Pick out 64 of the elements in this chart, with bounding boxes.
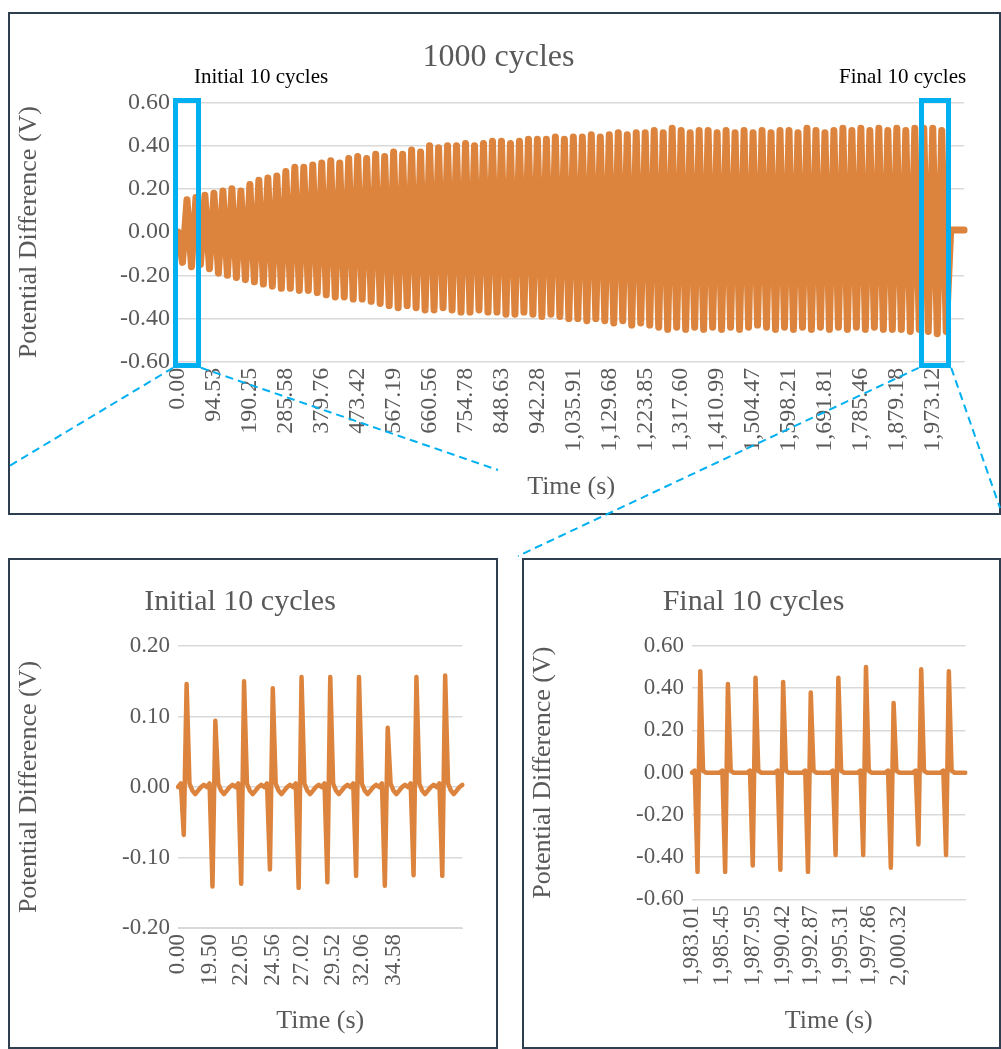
x-tick-label: 1,785.46 — [846, 367, 873, 452]
y-tick-label: 0.00 — [129, 773, 170, 799]
x-tick-label: 19.50 — [195, 934, 221, 986]
chart-title: Initial 10 cycles — [144, 582, 336, 616]
x-axis-title: Time (s) — [784, 1005, 873, 1035]
x-tick-label: 1,879.18 — [882, 367, 909, 452]
y-tick-label: 0.20 — [128, 174, 170, 201]
x-tick-label: 1,035.91 — [558, 367, 585, 452]
y-tick-label: 0.20 — [643, 716, 684, 742]
y-tick-label: 0.60 — [643, 632, 684, 658]
y-tick-label: 0.00 — [128, 217, 170, 244]
x-tick-label: 942.28 — [522, 367, 549, 434]
x-tick-label: 94.53 — [199, 367, 226, 422]
y-tick-label: -0.20 — [120, 260, 170, 287]
x-tick-label: 1,995.31 — [827, 905, 853, 986]
x-tick-label: 1,598.21 — [774, 367, 801, 452]
x-tick-label: 1,997.86 — [854, 905, 880, 986]
x-tick-label: 754.78 — [450, 367, 477, 434]
y-tick-label: -0.20 — [636, 800, 684, 826]
y-tick-label: -0.10 — [122, 843, 170, 869]
x-tick-label: 1,410.99 — [702, 367, 729, 452]
x-tick-label: 1,987.95 — [738, 905, 764, 986]
x-tick-label: 34.58 — [379, 934, 405, 986]
y-tick-label: 0.20 — [129, 632, 170, 658]
x-tick-label: 1,504.47 — [738, 367, 765, 452]
x-tick-label: 1,973.12 — [918, 367, 945, 452]
y-tick-label: 0.00 — [643, 758, 684, 784]
x-tick-label: 1,985.45 — [708, 905, 734, 986]
chart-title: 1000 cycles — [422, 36, 575, 73]
y-tick-label: 0.40 — [128, 130, 170, 157]
x-tick-label: 660.56 — [414, 367, 441, 434]
chart-title: Final 10 cycles — [662, 582, 845, 616]
x-tick-label: 1,223.85 — [630, 367, 657, 452]
y-axis-title: Potential Difference (V) — [13, 106, 43, 359]
x-tick-label: 29.52 — [319, 934, 345, 986]
y-tick-label: -0.40 — [120, 303, 170, 330]
y-tick-label: -0.20 — [122, 914, 170, 940]
y-axis-title: Potential Difference (V) — [13, 660, 43, 914]
x-tick-label: 1,990.42 — [769, 905, 795, 986]
x-tick-label: 24.56 — [258, 934, 284, 986]
x-tick-label: 848.63 — [486, 367, 513, 434]
x-axis-title: Time (s) — [527, 471, 616, 501]
x-axis-title: Time (s) — [276, 1005, 365, 1035]
x-tick-label: 190.25 — [235, 367, 262, 434]
text: Final 10 cycles — [839, 63, 967, 88]
x-tick-label: 567.19 — [378, 367, 405, 434]
x-tick-label: 1,691.81 — [810, 367, 837, 452]
x-tick-label: 285.58 — [271, 367, 298, 434]
x-tick-label: 27.02 — [287, 934, 313, 986]
y-tick-label: 0.60 — [128, 87, 170, 114]
text: Initial 10 cycles — [194, 63, 329, 88]
x-tick-label: 473.42 — [343, 367, 369, 434]
y-tick-label: 0.10 — [129, 702, 170, 728]
y-axis-title: Potential Difference (V) — [527, 646, 557, 899]
x-tick-label: 32.06 — [347, 934, 373, 986]
x-tick-label: 1,129.68 — [594, 367, 621, 452]
x-tick-label: 22.05 — [227, 934, 253, 986]
x-tick-label: 2,000.32 — [885, 905, 911, 986]
y-tick-label: -0.40 — [636, 843, 684, 869]
y-tick-label: 0.40 — [643, 674, 684, 700]
x-tick-label: 379.76 — [307, 367, 334, 434]
x-tick-label: 1,317.60 — [666, 367, 693, 452]
y-tick-label: -0.60 — [120, 347, 170, 374]
x-tick-label: 1,992.87 — [796, 905, 822, 986]
